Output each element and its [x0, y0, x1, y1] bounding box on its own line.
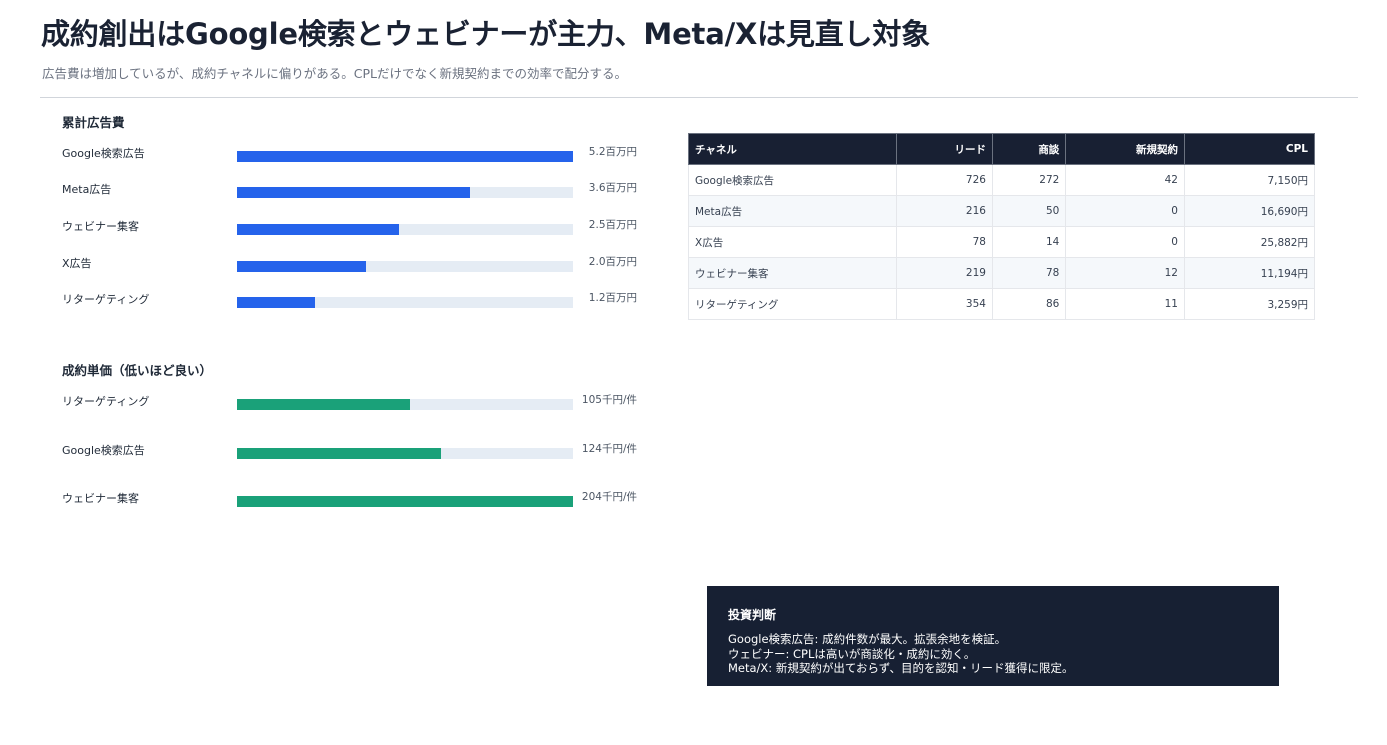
table-row: X広告 78 14 0 25,882円: [688, 226, 1316, 258]
table-cell: 219: [895, 257, 993, 289]
table-cell: 0: [1065, 226, 1185, 258]
spend-chart-title: 累計広告費: [62, 115, 125, 130]
spend-bar: [237, 261, 367, 272]
cpa-bar-track: [237, 496, 573, 507]
spend-bar-track: [237, 297, 573, 308]
spend-category-label: ウェビナー集客: [62, 220, 139, 233]
spend-value-label: 2.5百万円: [588, 219, 637, 231]
header-divider: [40, 97, 1358, 98]
table-cell: 726: [895, 164, 993, 196]
column-header-deals: 商談: [991, 133, 1067, 165]
table-row: Meta広告 216 50 0 16,690円: [688, 195, 1316, 227]
cpa-bar: [237, 496, 573, 507]
decision-line-webinar: ウェビナー: CPLは高いが商談化・成約に効く。: [728, 646, 976, 661]
cpa-chart-title: 成約単価（低いほど良い）: [62, 363, 213, 378]
cpa-value-label: 105千円/件: [581, 394, 637, 406]
table-cell: 42: [1065, 164, 1185, 196]
spend-bar: [237, 151, 573, 162]
cpa-bar: [237, 399, 410, 410]
table-cell: 16,690円: [1183, 195, 1316, 227]
cpa-category-label: リターゲティング: [62, 395, 150, 408]
table-cell: 272: [991, 164, 1067, 196]
table-cell: 11,194円: [1183, 257, 1316, 289]
table-cell: 11: [1065, 288, 1185, 320]
table-cell-channel: ウェビナー集客: [688, 257, 897, 289]
spend-bar-track: [237, 151, 573, 162]
table-cell: 14: [991, 226, 1067, 258]
table-cell: 86: [991, 288, 1067, 320]
cpa-bar-row: ウェビナー集客 204千円/件: [62, 491, 662, 512]
spend-bar-row: X広告 2.0百万円: [62, 256, 662, 277]
column-header-channel: チャネル: [688, 133, 897, 165]
table-cell: 3,259円: [1183, 288, 1316, 320]
cpa-bar-row: Google検索広告 124千円/件: [62, 443, 662, 464]
cpa-bar: [237, 448, 442, 459]
spend-bar: [237, 187, 470, 198]
table-cell-channel: Meta広告: [688, 195, 897, 227]
page-title: 成約創出はGoogle検索とウェビナーが主力、Meta/Xは見直し対象: [41, 17, 930, 51]
table-header-row: チャネル リード 商談 新規契約 CPL: [688, 133, 1316, 165]
table-cell: 216: [895, 195, 993, 227]
spend-bar-row: ウェビナー集客 2.5百万円: [62, 219, 662, 240]
spend-category-label: Meta広告: [62, 183, 112, 196]
spend-bar-row: リターゲティング 1.2百万円: [62, 292, 662, 313]
spend-category-label: Google検索広告: [62, 147, 145, 160]
decision-line-google: Google検索広告: 成約件数が最大。拡張余地を検証。: [728, 632, 1007, 646]
spend-value-label: 1.2百万円: [588, 292, 637, 304]
table-row: Google検索広告 726 272 42 7,150円: [688, 164, 1316, 196]
cpa-bar-track: [237, 399, 573, 410]
spend-category-label: リターゲティング: [62, 293, 150, 306]
column-header-cpl: CPL: [1183, 133, 1316, 165]
table-cell: 78: [895, 226, 993, 258]
spend-bar: [237, 224, 399, 235]
table-cell-channel: Google検索広告: [688, 164, 897, 196]
cpa-category-label: Google検索広告: [62, 444, 145, 457]
table-cell: 354: [895, 288, 993, 320]
spend-value-label: 2.0百万円: [588, 256, 637, 268]
column-header-new-contracts: 新規契約: [1065, 133, 1185, 165]
spend-bar: [237, 297, 315, 308]
spend-bar-row: Meta広告 3.6百万円: [62, 182, 662, 203]
cpa-bar-row: リターゲティング 105千円/件: [62, 394, 662, 415]
page-subtitle: 広告費は増加しているが、成約チャネルに偏りがある。CPLだけでなく新規契約までの…: [42, 66, 627, 81]
table-row: ウェビナー集客 219 78 12 11,194円: [688, 257, 1316, 289]
cpa-value-label: 124千円/件: [581, 443, 637, 455]
spend-bar-track: [237, 187, 573, 198]
spend-value-label: 5.2百万円: [588, 146, 637, 158]
table-body: Google検索広告 726 272 42 7,150円 Meta広告 216 50 0 16,6…: [688, 164, 1316, 320]
table-cell-channel: X広告: [688, 226, 897, 258]
table-cell: 50: [991, 195, 1067, 227]
table-cell: 7,150円: [1183, 164, 1316, 196]
table-cell-channel: リターゲティング: [688, 288, 897, 320]
table-cell: 0: [1065, 195, 1185, 227]
table-cell: 25,882円: [1183, 226, 1316, 258]
table-row: リターゲティング 354 86 11 3,259円: [688, 288, 1316, 320]
spend-bar-track: [237, 261, 573, 272]
cpa-bar-track: [237, 448, 573, 459]
spend-bar-track: [237, 224, 573, 235]
decision-title: 投資判断: [728, 608, 777, 622]
investment-decision-box: 投資判断 Google検索広告: 成約件数が最大。拡張余地を検証。 ウェビナー:…: [707, 586, 1279, 686]
table-cell: 78: [991, 257, 1067, 289]
decision-line-meta-x: Meta/X: 新規契約が出ておらず、目的を認知・リード獲得に限定。: [728, 661, 1074, 675]
channel-metrics-table: チャネル リード 商談 新規契約 CPL Google検索広告 726 272 42 7…: [688, 133, 1316, 320]
spend-bar-row: Google検索広告 5.2百万円: [62, 146, 662, 167]
cpa-category-label: ウェビナー集客: [62, 492, 139, 505]
spend-category-label: X広告: [62, 257, 92, 270]
spend-value-label: 3.6百万円: [588, 182, 637, 194]
column-header-leads: リード: [895, 133, 993, 165]
cpa-value-label: 204千円/件: [581, 491, 637, 503]
table-cell: 12: [1065, 257, 1185, 289]
